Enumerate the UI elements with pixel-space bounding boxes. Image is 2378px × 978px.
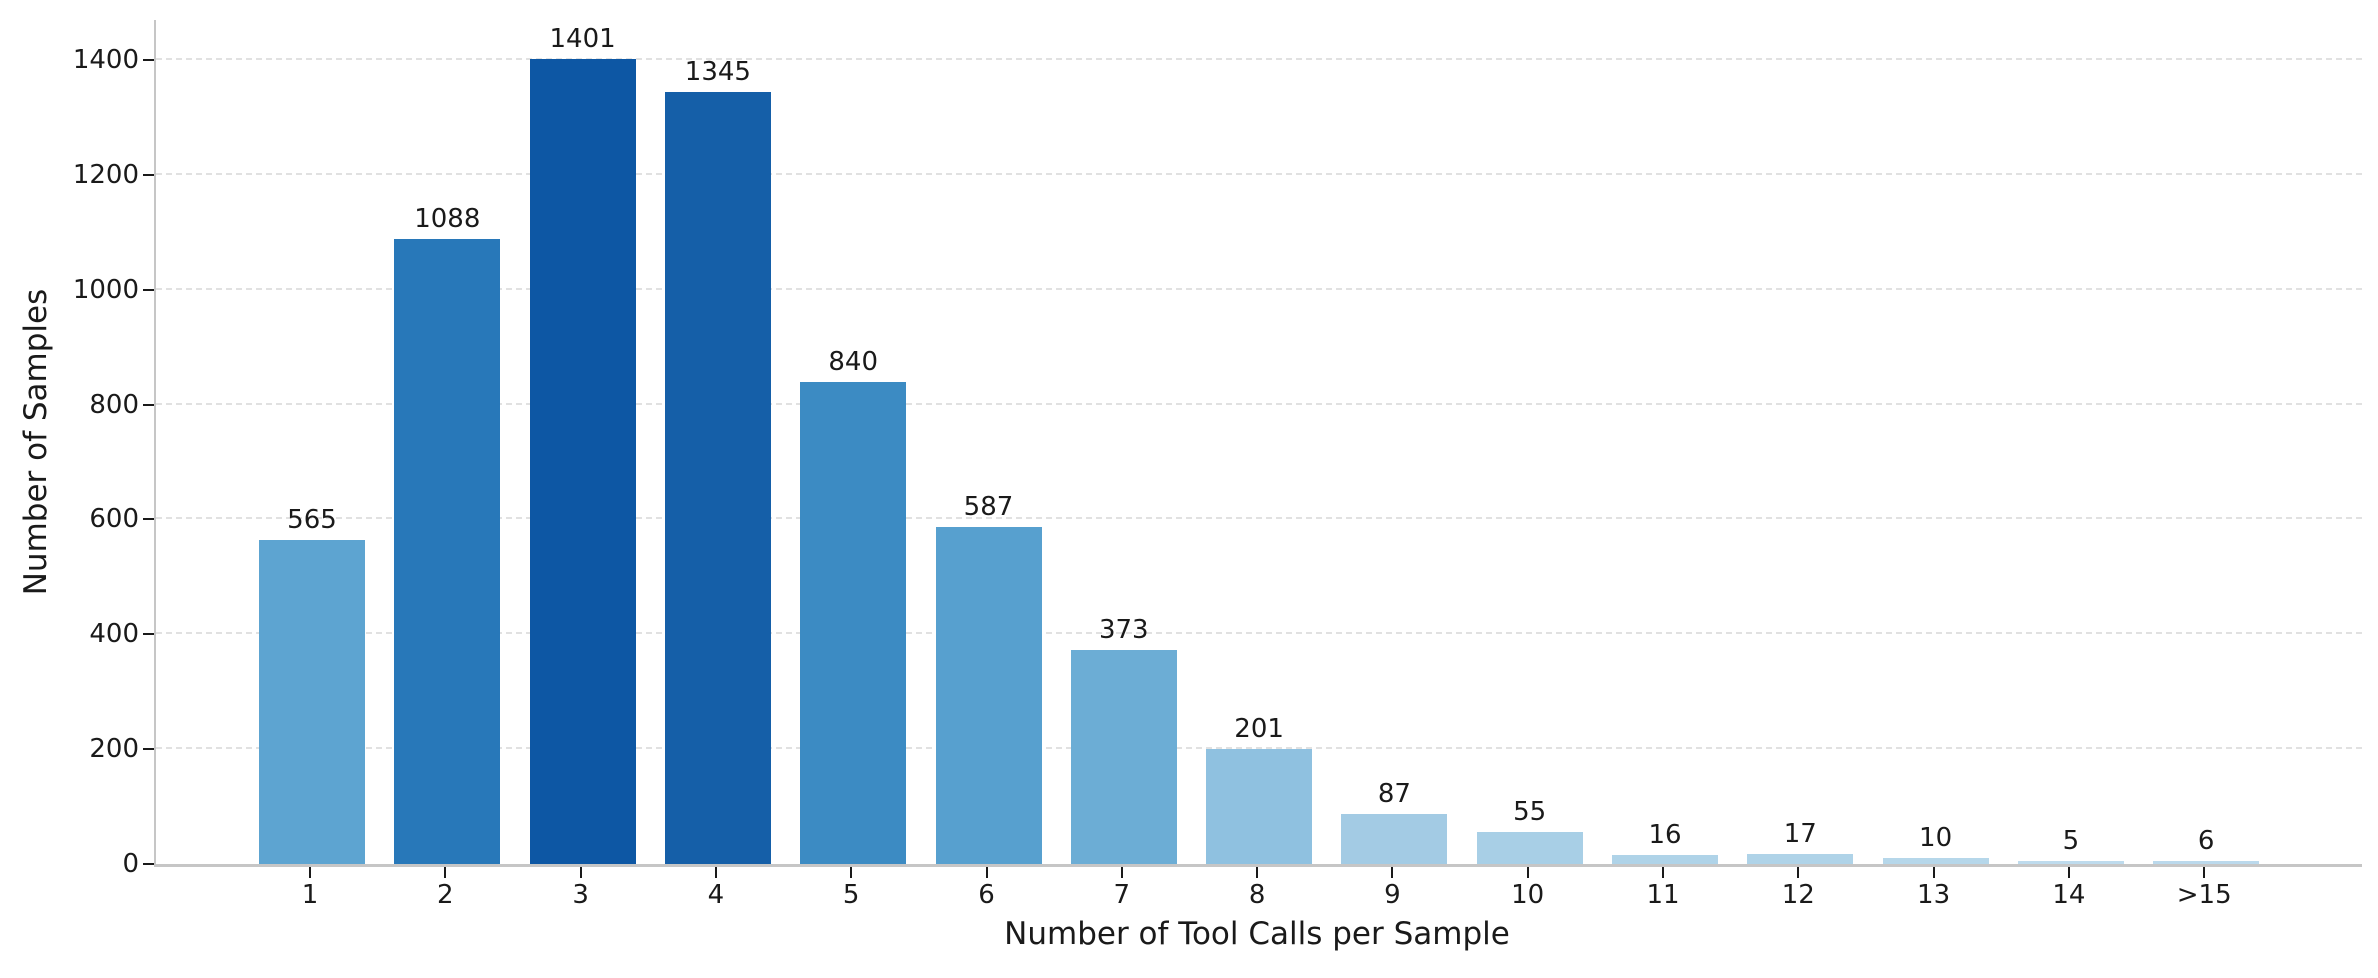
x-tick-label-10: 10 bbox=[1511, 880, 1545, 910]
y-tick-400 bbox=[143, 633, 154, 636]
bar-value-label-7: 373 bbox=[1098, 614, 1149, 645]
bar->15 bbox=[2153, 860, 2260, 864]
bar-value-label-3: 1401 bbox=[549, 24, 616, 55]
x-tick-label-7: 7 bbox=[1113, 880, 1131, 910]
bar-12 bbox=[1747, 854, 1854, 864]
y-tick-0 bbox=[143, 863, 154, 865]
x-tick-7 bbox=[1120, 867, 1123, 878]
y-tick-label-200: 200 bbox=[89, 734, 139, 765]
x-axis-title: Number of Tool Calls per Sample bbox=[1004, 916, 1510, 952]
y-tick-600 bbox=[143, 518, 154, 521]
gridline-800 bbox=[156, 402, 2362, 405]
bar-13 bbox=[1882, 858, 1989, 864]
bar-5 bbox=[800, 381, 907, 864]
bar-value-label->15: 6 bbox=[2197, 825, 2215, 856]
bar-value-label-9: 87 bbox=[1377, 779, 1411, 810]
y-tick-label-1200: 1200 bbox=[72, 159, 139, 190]
x-tick-12 bbox=[1797, 867, 1800, 878]
bar-value-label-6: 587 bbox=[963, 491, 1014, 522]
bar-7 bbox=[1070, 649, 1177, 864]
y-axis-title: Number of Samples bbox=[18, 288, 54, 596]
x-tick-4 bbox=[714, 867, 717, 878]
gridline-1000 bbox=[156, 287, 2362, 290]
x-tick->15 bbox=[2203, 867, 2206, 878]
bar-11 bbox=[1612, 854, 1718, 864]
bar-6 bbox=[935, 526, 1042, 864]
y-tick-800 bbox=[143, 403, 154, 406]
plot-area: 565 1088 1401 1345 840 587 373 201 87 55 16 17 10 5 6 bbox=[154, 20, 2362, 867]
y-tick-label-600: 600 bbox=[89, 504, 139, 535]
bar-14 bbox=[2017, 861, 2124, 864]
bar-10 bbox=[1476, 832, 1583, 864]
y-tick-200 bbox=[143, 748, 154, 751]
x-tick-14 bbox=[2067, 867, 2070, 878]
bar-value-label-14: 5 bbox=[2062, 826, 2080, 857]
bar-9 bbox=[1341, 814, 1448, 864]
y-tick-1000 bbox=[143, 288, 154, 291]
bar-value-label-4: 1345 bbox=[684, 56, 751, 87]
y-tick-label-800: 800 bbox=[89, 389, 139, 420]
bar-value-label-11: 16 bbox=[1648, 819, 1682, 850]
bar-value-label-12: 17 bbox=[1783, 819, 1817, 850]
x-tick-label-11: 11 bbox=[1646, 880, 1680, 910]
bar-8 bbox=[1206, 748, 1313, 864]
gridline-200 bbox=[156, 747, 2362, 750]
bar-value-label-5: 840 bbox=[828, 346, 879, 377]
gridline-400 bbox=[156, 632, 2362, 635]
bar-value-label-8: 201 bbox=[1234, 713, 1284, 744]
x-tick-label-5: 5 bbox=[842, 880, 860, 910]
bar-value-label-10: 55 bbox=[1513, 797, 1547, 828]
x-tick-2 bbox=[444, 867, 447, 878]
x-tick-label-9: 9 bbox=[1384, 880, 1401, 910]
x-tick-label->15: >15 bbox=[2176, 880, 2232, 910]
x-tick-label-1: 1 bbox=[301, 880, 319, 910]
x-tick-10 bbox=[1526, 867, 1529, 878]
bar-3 bbox=[529, 59, 636, 864]
bar-value-label-13: 10 bbox=[1919, 823, 1953, 854]
bar-4 bbox=[664, 91, 771, 864]
x-tick-8 bbox=[1256, 867, 1259, 878]
bar-value-label-2: 1088 bbox=[414, 204, 481, 235]
y-tick-1400 bbox=[143, 59, 154, 61]
x-tick-3 bbox=[579, 867, 582, 878]
x-tick-5 bbox=[850, 867, 853, 878]
y-tick-label-400: 400 bbox=[89, 619, 139, 650]
x-tick-label-4: 4 bbox=[707, 880, 725, 910]
y-tick-label-1400: 1400 bbox=[72, 45, 139, 75]
y-tick-label-0: 0 bbox=[122, 849, 139, 879]
x-tick-13 bbox=[1932, 867, 1935, 878]
gridline-600 bbox=[156, 517, 2362, 520]
bar-value-label-1: 565 bbox=[287, 504, 337, 535]
x-tick-label-3: 3 bbox=[572, 880, 589, 910]
bar-2 bbox=[394, 239, 501, 864]
y-tick-1200 bbox=[143, 173, 154, 176]
x-tick-9 bbox=[1391, 867, 1394, 878]
x-tick-label-8: 8 bbox=[1248, 880, 1266, 910]
x-tick-6 bbox=[985, 867, 988, 878]
x-tick-label-13: 13 bbox=[1917, 880, 1951, 910]
bar-1 bbox=[259, 539, 365, 864]
x-tick-label-12: 12 bbox=[1781, 880, 1815, 910]
gridline-1200 bbox=[156, 172, 2362, 175]
x-tick-11 bbox=[1662, 867, 1664, 878]
x-tick-label-2: 2 bbox=[437, 880, 454, 910]
x-tick-label-14: 14 bbox=[2052, 880, 2086, 910]
x-tick-1 bbox=[309, 867, 311, 878]
y-tick-label-1000: 1000 bbox=[72, 274, 139, 305]
x-tick-label-6: 6 bbox=[978, 880, 995, 910]
gridline-1400 bbox=[156, 58, 2362, 60]
